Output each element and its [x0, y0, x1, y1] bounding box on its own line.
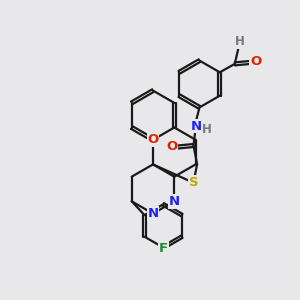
Text: N: N	[169, 195, 180, 208]
Text: F: F	[159, 242, 168, 255]
Text: O: O	[166, 140, 178, 154]
Text: O: O	[147, 133, 159, 146]
Text: H: H	[235, 35, 245, 48]
Text: S: S	[189, 176, 198, 189]
Text: O: O	[250, 55, 261, 68]
Text: N: N	[147, 207, 159, 220]
Text: N: N	[190, 119, 202, 133]
Text: H: H	[202, 123, 211, 136]
